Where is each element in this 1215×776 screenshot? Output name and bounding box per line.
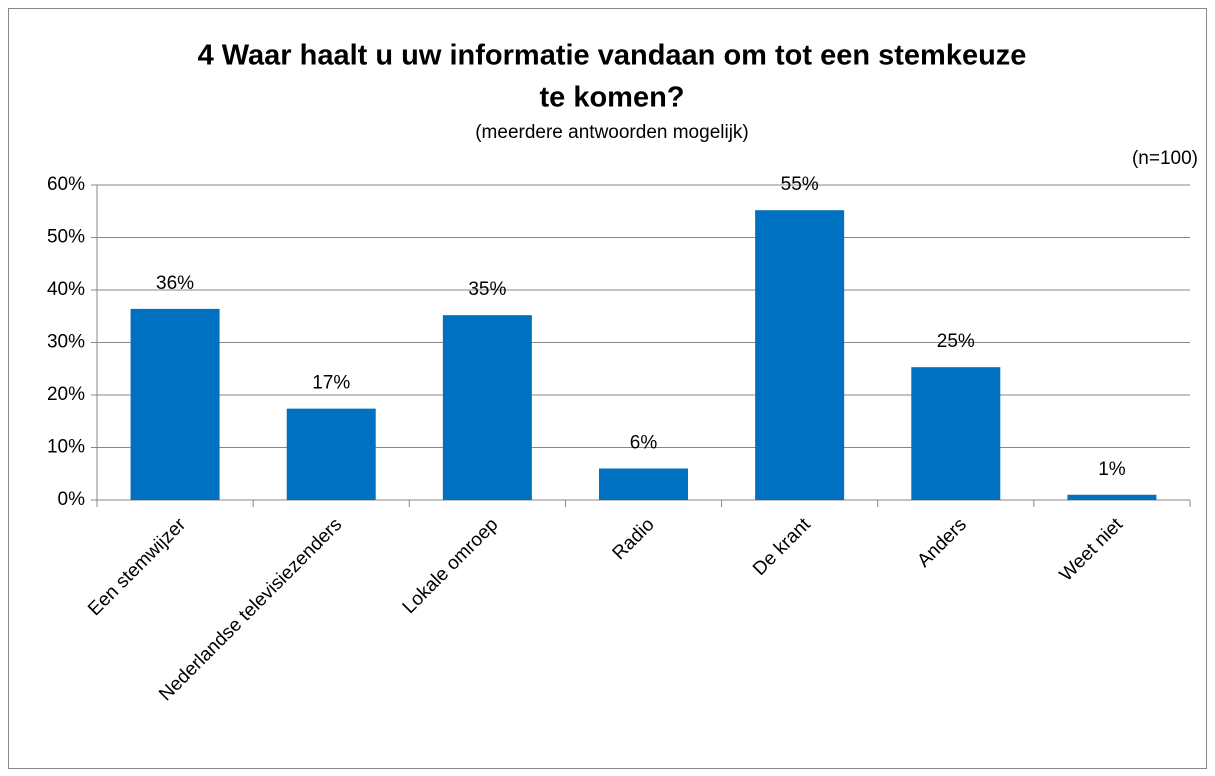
chart-subtitle: (meerdere antwoorden mogelijk)	[475, 122, 749, 143]
data-label: 6%	[630, 433, 658, 454]
y-tick-label: 60%	[47, 174, 85, 195]
data-label: 25%	[937, 331, 975, 352]
chart-title: 4 Waar haalt u uw informatie vandaan om …	[198, 40, 1027, 72]
y-tick-label: 40%	[47, 279, 85, 300]
y-tick-label: 20%	[47, 384, 85, 405]
data-label: 36%	[156, 273, 194, 294]
y-tick-label: 0%	[58, 489, 86, 510]
bar	[286, 408, 376, 500]
bar	[1067, 494, 1157, 500]
bar	[911, 367, 1001, 500]
bar	[755, 210, 845, 500]
y-tick-label: 50%	[47, 227, 85, 248]
data-label: 1%	[1098, 459, 1126, 480]
bar	[598, 468, 689, 500]
y-tick-label: 30%	[47, 332, 85, 353]
data-label: 17%	[312, 373, 350, 394]
data-label: 55%	[781, 174, 819, 195]
chart-title: te komen?	[539, 82, 684, 114]
y-tick-label: 10%	[47, 437, 85, 458]
data-label: 35%	[468, 279, 506, 300]
annotation: (n=100)	[1132, 148, 1198, 169]
bar	[442, 315, 532, 500]
bar	[130, 308, 220, 500]
